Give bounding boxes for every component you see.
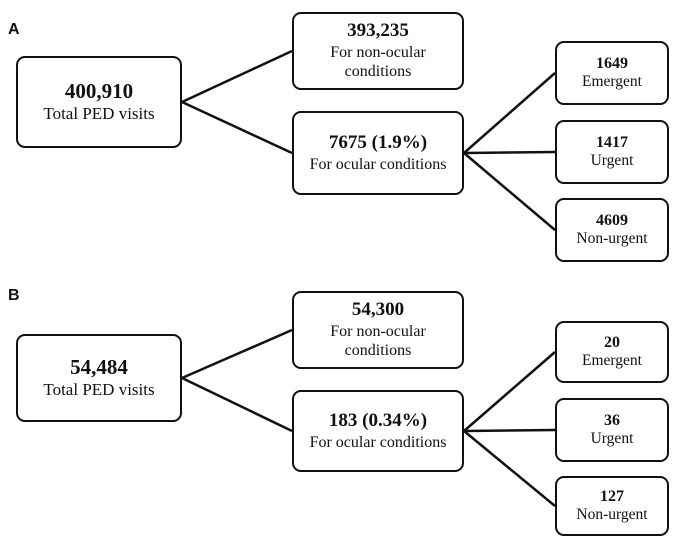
panel-b-emergent-count: 20 — [604, 334, 620, 352]
panel-a-urgent-box: 1417 Urgent — [555, 120, 669, 184]
panel-a-ocular-to-emergent-line — [463, 72, 556, 154]
panel-a-urgent-count: 1417 — [596, 134, 628, 152]
panel-b-ocular-label: For ocular conditions — [309, 433, 447, 451]
panel-b-total-visits-label: Total PED visits — [43, 380, 155, 400]
panel-b-total-visits-count: 54,484 — [70, 355, 128, 380]
panel-a-total-to-ocular-line — [181, 100, 293, 155]
panel-a-emergent-count: 1649 — [596, 55, 628, 73]
panel-b-non-ocular-label: For non-ocular conditions — [330, 323, 426, 360]
panel-a-label: A — [8, 21, 20, 38]
panel-b-total-to-ocular-line — [181, 376, 293, 433]
panel-a-ocular-box: 7675 (1.9%) For ocular conditions — [292, 111, 464, 195]
panel-a-non-ocular-count: 393,235 — [347, 20, 409, 42]
panel-a-non-urgent-count: 4609 — [596, 212, 628, 230]
panel-b-total-visits-box: 54,484 Total PED visits — [16, 334, 182, 422]
panel-b-non-urgent-box: 127 Non-urgent — [555, 476, 669, 536]
panel-a-non-urgent-box: 4609 Non-urgent — [555, 198, 669, 262]
panel-a-urgent-label: Urgent — [590, 152, 634, 170]
panel-a-non-ocular-label: For non-ocular conditions — [330, 44, 426, 81]
panel-a-ocular-to-urgent-line — [463, 150, 556, 155]
panel-b-non-urgent-label: Non-urgent — [576, 506, 648, 524]
panel-b-non-ocular-count: 54,300 — [351, 299, 405, 321]
panel-a-emergent-box: 1649 Emergent — [555, 41, 669, 105]
panel-a-emergent-label: Emergent — [582, 73, 642, 91]
panel-b-ocular-to-urgent-line — [463, 428, 556, 433]
panel-b-total-to-non-ocular-line — [181, 328, 293, 380]
panel-b-ocular-box: 183 (0.34%) For ocular conditions — [292, 390, 464, 472]
panel-a-non-urgent-label: Non-urgent — [576, 230, 648, 248]
panel-a-ocular-label: For ocular conditions — [309, 155, 447, 173]
panel-b-ocular-count: 183 (0.34%) — [328, 410, 428, 431]
panel-a-non-ocular-box: 393,235 For non-ocular conditions — [292, 12, 464, 90]
panel-b-ocular-to-non-urgent-line — [463, 430, 556, 507]
panel-b-emergent-label: Emergent — [582, 352, 642, 370]
panel-a-total-visits-count: 400,910 — [64, 79, 134, 104]
panel-a-total-visits-box: 400,910 Total PED visits — [16, 56, 182, 148]
panel-b-non-ocular-box: 54,300 For non-ocular conditions — [292, 291, 464, 369]
panel-b-ocular-to-emergent-line — [463, 351, 556, 432]
panel-b-urgent-count: 36 — [604, 412, 620, 430]
panel-b-non-urgent-count: 127 — [600, 488, 624, 506]
panel-b-urgent-label: Urgent — [590, 430, 634, 448]
panel-b-urgent-box: 36 Urgent — [555, 398, 669, 462]
panel-a-ocular-to-non-urgent-line — [463, 152, 556, 231]
panel-b-emergent-box: 20 Emergent — [555, 321, 669, 383]
panel-a-ocular-count: 7675 (1.9%) — [328, 132, 428, 153]
panel-a-total-to-non-ocular-line — [181, 49, 293, 104]
panel-a-total-visits-label: Total PED visits — [43, 104, 155, 124]
panel-b-label: B — [8, 287, 20, 304]
